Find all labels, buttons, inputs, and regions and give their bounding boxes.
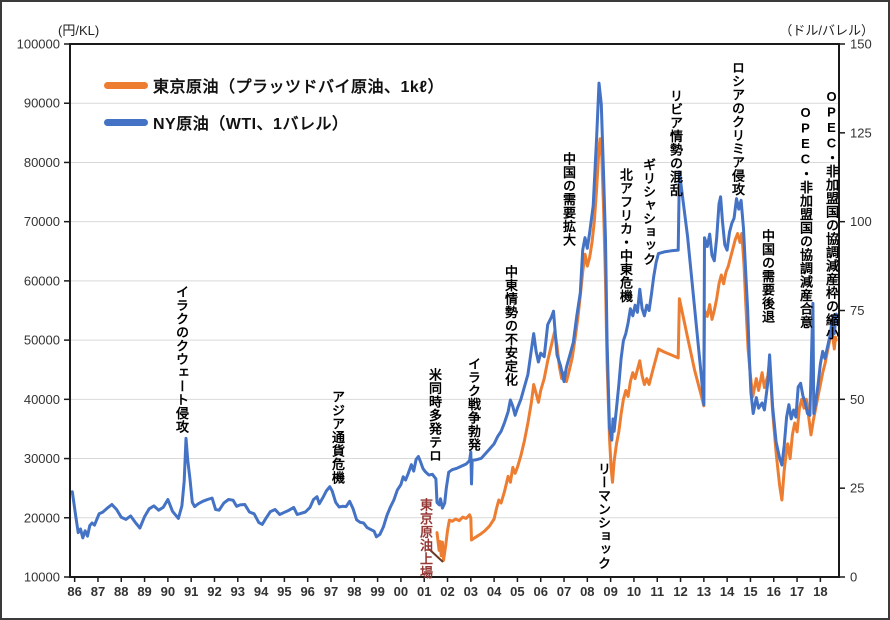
x-axis-tick-label: 02: [440, 584, 454, 599]
x-axis-tick-label: 93: [231, 584, 245, 599]
x-axis-tick-label: 86: [67, 584, 81, 599]
right-axis-ticks: 150 125 100 75 50 25 0: [839, 37, 872, 585]
legend-label-tokyo-crude: 東京原油（プラッツドバイ原油、1kℓ）: [153, 79, 445, 96]
tokyo-crude-series-line: [435, 137, 838, 562]
right-axis-tick-label: 0: [850, 570, 857, 585]
tokyo-listing-annotation: 東京原油上場: [418, 498, 433, 579]
legend-item-tokyo-crude: 東京原油（プラッツドバイ原油、1kℓ）: [104, 73, 444, 97]
x-axis-tick-label: 16: [767, 584, 781, 599]
event-annotation: 中東情勢の不安定化: [503, 265, 518, 387]
x-axis-tick-label: 94: [254, 584, 269, 599]
x-axis-tick-label: 00: [394, 584, 408, 599]
x-axis-ticks: 86 87 88 89 90 91 92 93 94 95 96 97 98 99 00 01 02 03 04 05…: [67, 577, 828, 599]
right-axis-tick-label: 25: [850, 481, 864, 496]
left-axis-tick-label: 30000: [24, 451, 60, 466]
ny-crude-series-line: [70, 81, 838, 540]
right-axis-tick-label: 75: [850, 303, 864, 318]
x-axis-tick-label: 01: [417, 584, 431, 599]
x-axis-tick-label: 09: [603, 584, 617, 599]
left-axis-tick-label: 40000: [24, 392, 60, 407]
event-annotation: 米同時多発テロ: [427, 368, 442, 463]
x-axis-tick-label: 89: [137, 584, 151, 599]
x-axis-tick-label: 15: [743, 584, 757, 599]
left-axis-tick-label: 60000: [24, 273, 60, 288]
tokyo-crude-line-swatch: [104, 81, 148, 89]
event-annotation: イラクのクウェート侵攻: [174, 285, 189, 434]
left-axis-tick-label: 90000: [24, 96, 60, 111]
event-annotation: ギリシャショック: [641, 158, 656, 266]
right-axis-tick-label: 150: [850, 37, 872, 52]
left-axis-unit-label: (円/KL): [58, 23, 100, 38]
x-axis-tick-label: 07: [557, 584, 571, 599]
x-axis-tick-label: 06: [533, 584, 547, 599]
x-axis-tick-label: 18: [813, 584, 827, 599]
legend-item-ny-crude: NY原油（WTI、1バレル）: [104, 110, 444, 134]
gridlines: [70, 102, 839, 519]
x-axis-tick-label: 99: [370, 584, 384, 599]
left-axis-tick-label: 10000: [24, 570, 60, 585]
right-axis-unit-label: （ドル/バレル）: [779, 23, 874, 38]
event-annotation: ロシアのクリミア侵攻: [730, 61, 745, 196]
x-axis-tick-label: 91: [184, 584, 198, 599]
ny-crude-line-swatch: [104, 118, 148, 126]
x-axis-tick-label: 87: [91, 584, 105, 599]
event-annotation: OPEC・非加盟国の協調減産枠の縮小: [824, 89, 839, 340]
legend-label-ny-crude: NY原油（WTI、1バレル）: [153, 116, 349, 133]
x-axis-tick-label: 98: [347, 584, 361, 599]
x-axis-tick-label: 97: [324, 584, 338, 599]
x-axis-tick-label: 04: [487, 584, 502, 599]
x-axis-tick-label: 88: [114, 584, 128, 599]
event-annotation: OPEC・非加盟国の協調減産合意: [798, 105, 813, 329]
series-lines: [70, 81, 838, 562]
event-annotation: 中国の需要拡大: [561, 152, 576, 247]
event-annotation: イラク戦争勃発: [466, 357, 481, 452]
x-axis-tick-label: 92: [207, 584, 221, 599]
x-axis-tick-label: 13: [697, 584, 711, 599]
right-axis-tick-label: 100: [850, 214, 872, 229]
tokyo-listing-callout-line: [428, 548, 444, 563]
x-axis-tick-label: 96: [300, 584, 314, 599]
x-axis-tick-label: 08: [580, 584, 594, 599]
left-axis-tick-label: 100000: [17, 37, 60, 52]
x-axis-tick-label: 03: [464, 584, 478, 599]
event-annotation: リーマンショック: [596, 462, 611, 570]
x-axis-tick-label: 05: [510, 584, 524, 599]
right-axis-tick-label: 50: [850, 392, 864, 407]
x-axis-tick-label: 10: [627, 584, 641, 599]
left-axis-tick-label: 50000: [24, 333, 60, 348]
left-axis-tick-label: 20000: [24, 510, 60, 525]
x-axis-tick-label: 14: [720, 584, 735, 599]
x-axis-tick-label: 90: [161, 584, 175, 599]
event-annotation: 北アフリカ・中東危機: [618, 168, 633, 303]
left-axis-tick-label: 70000: [24, 214, 60, 229]
event-annotation: 中国の需要後退: [760, 229, 775, 324]
x-axis-tick-label: 12: [673, 584, 687, 599]
event-annotation: リビア情勢の混乱: [668, 89, 683, 197]
x-axis-tick-label: 95: [277, 584, 291, 599]
x-axis-tick-label: 11: [650, 584, 664, 599]
x-axis-tick-label: 17: [790, 584, 804, 599]
event-annotation: アジア通貨危機: [330, 390, 345, 485]
legend: 東京原油（プラッツドバイ原油、1kℓ） NY原油（WTI、1バレル）: [104, 73, 444, 134]
left-axis-ticks: 100000 90000 80000 70000 60000 50000 40000 3000…: [17, 37, 70, 585]
right-axis-tick-label: 125: [850, 125, 872, 140]
left-axis-tick-label: 80000: [24, 155, 60, 170]
